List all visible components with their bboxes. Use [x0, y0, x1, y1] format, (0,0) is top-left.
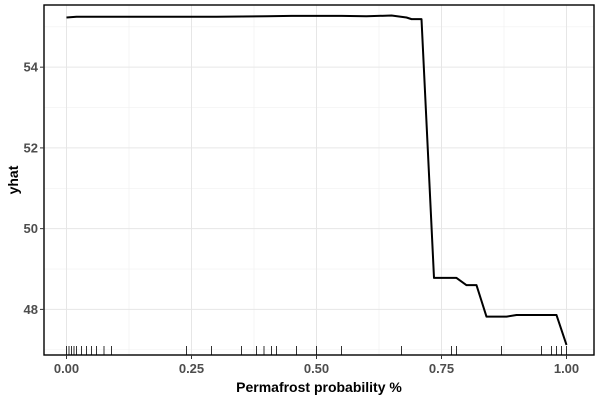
series-line [66, 14, 568, 346]
major-gridlines [44, 5, 594, 355]
x-axis: 0.00 0.25 0.50 0.75 1.00 [54, 355, 579, 376]
x-tick-label: 0.75 [429, 361, 454, 376]
x-axis-title: Permafrost probability % [236, 379, 402, 395]
y-tick-label: 54 [24, 60, 39, 75]
y-tick-label: 48 [24, 302, 38, 317]
y-axis: 48 50 52 54 [24, 60, 44, 317]
x-tick-label: 1.00 [554, 361, 579, 376]
minor-gridlines [44, 5, 594, 355]
plot-panel-border [43, 4, 595, 356]
x-tick-label: 0.50 [304, 361, 329, 376]
x-tick-label: 0.25 [179, 361, 204, 376]
x-tick-label: 0.00 [54, 361, 79, 376]
y-tick-label: 50 [24, 221, 38, 236]
y-axis-title: yhat [5, 165, 21, 194]
series-lines [66, 14, 568, 346]
plot-panel-background [44, 5, 594, 355]
y-tick-label: 52 [24, 140, 38, 155]
rug-marks [66, 346, 567, 355]
